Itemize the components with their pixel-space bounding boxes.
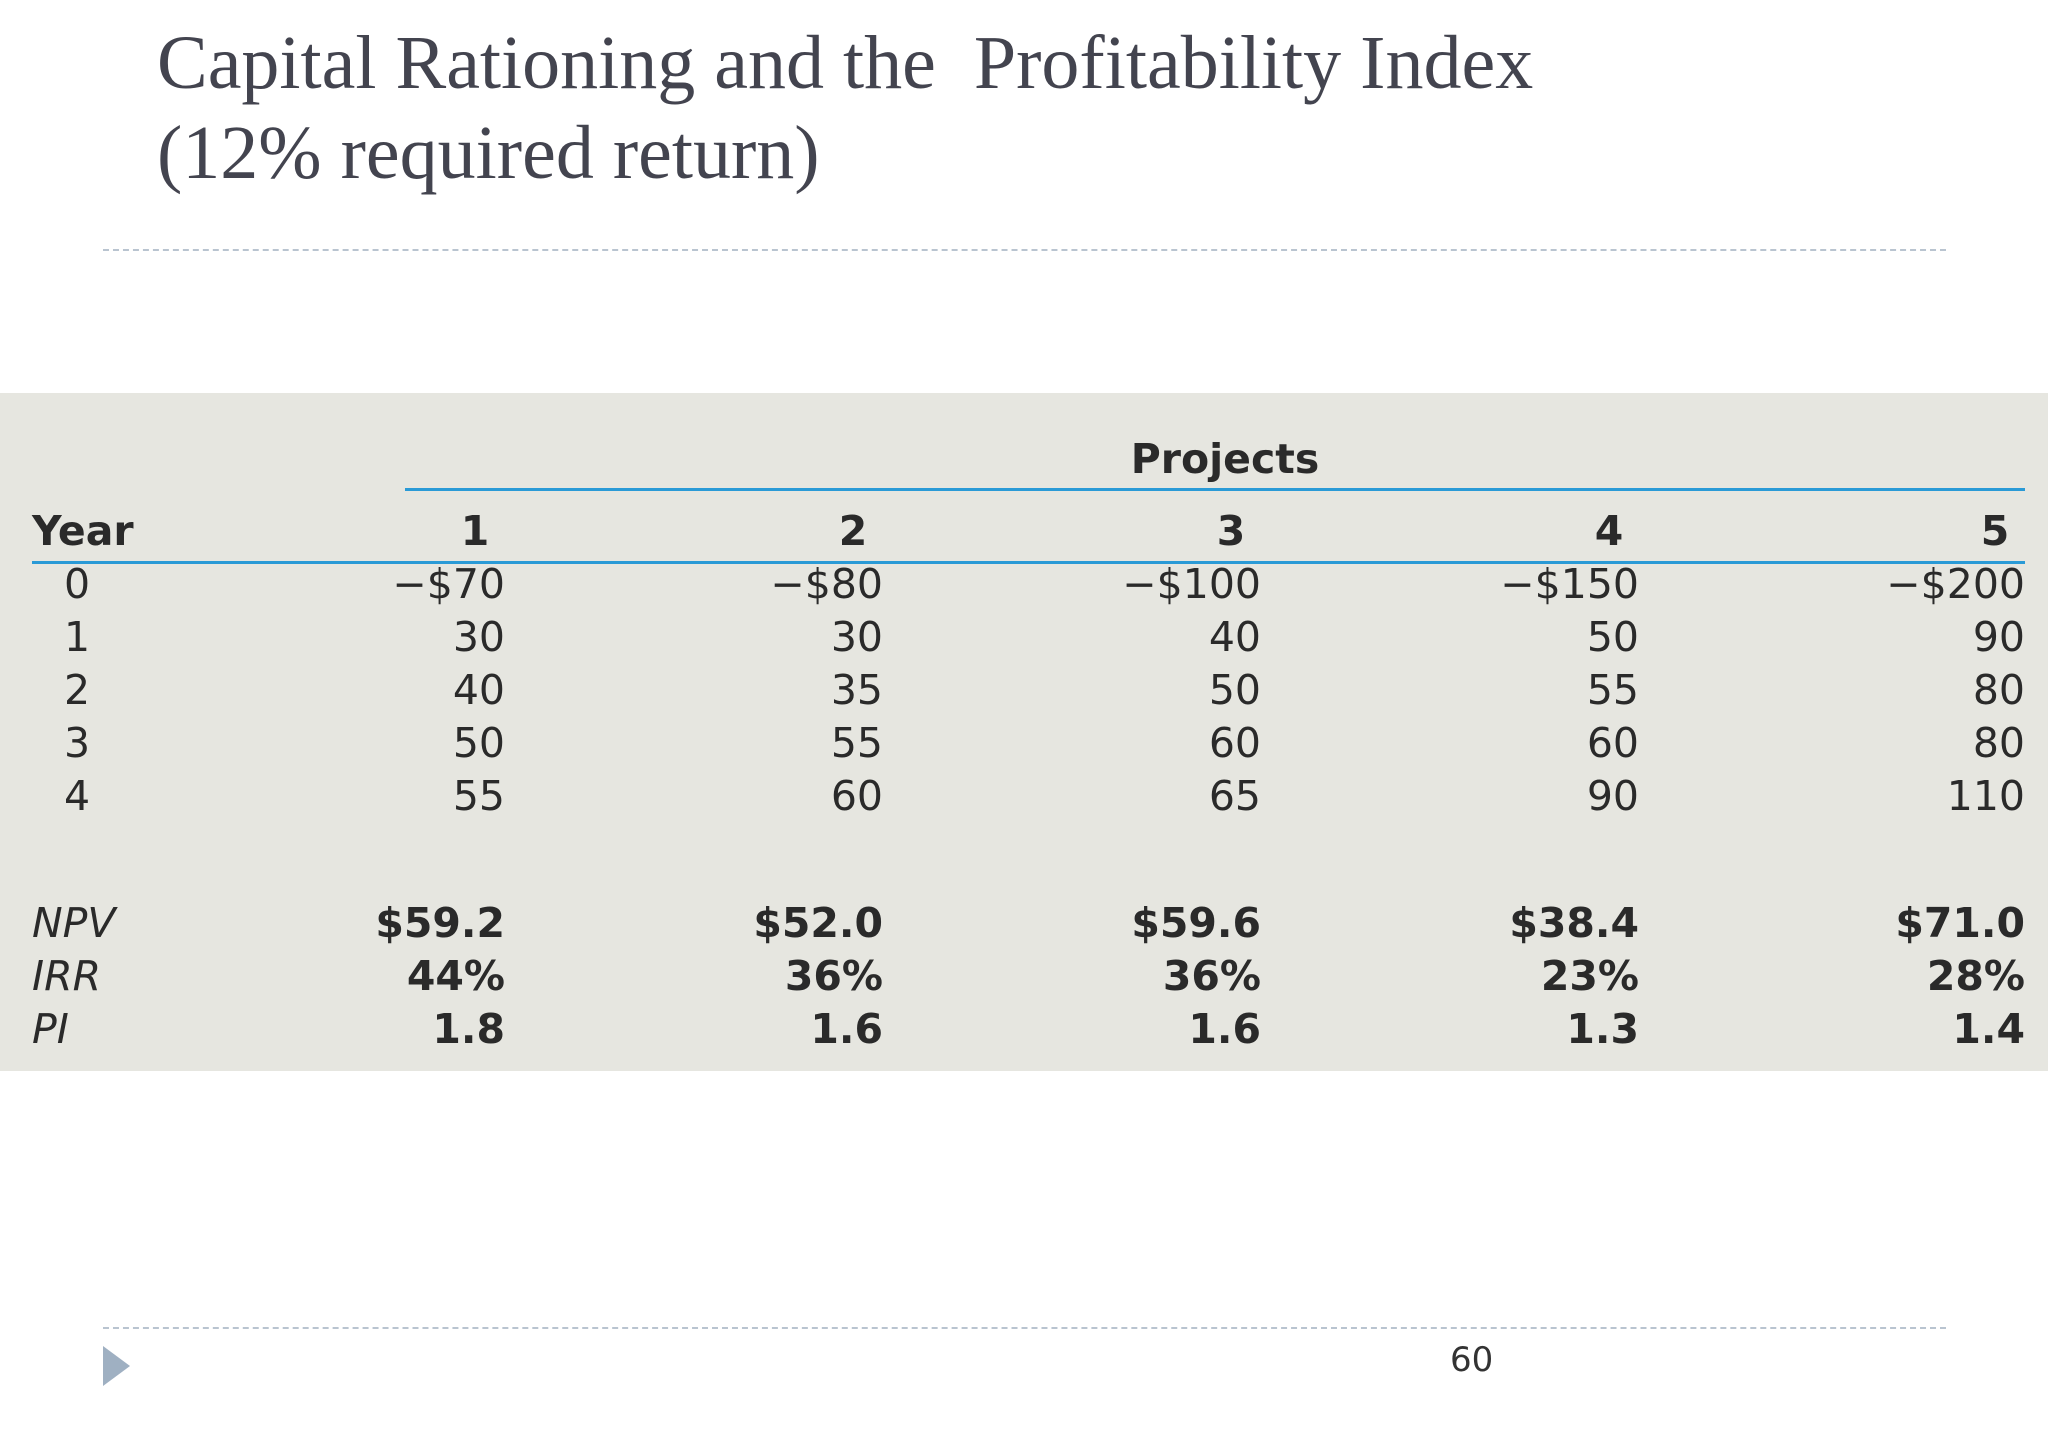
summary-cell: 1.6 xyxy=(1188,1005,1261,1053)
title-line-1: Capital Rationing and the Profitability … xyxy=(157,21,1534,105)
summary-cell: $71.0 xyxy=(1895,899,2025,947)
cash-flow-cell: −$200 xyxy=(1886,560,2025,608)
cash-flow-cell: 55 xyxy=(1586,666,1639,714)
summary-label: NPV xyxy=(32,899,116,947)
summary-label: PI xyxy=(32,1005,69,1053)
cash-flow-cell: −$80 xyxy=(770,560,883,608)
project-column-header: 5 xyxy=(1980,507,2010,555)
summary-cell: $52.0 xyxy=(753,899,883,947)
cash-flow-cell: 55 xyxy=(452,772,505,820)
cash-flow-cell: −$70 xyxy=(392,560,505,608)
cash-flow-cell: 60 xyxy=(1208,719,1261,767)
summary-cell: $59.6 xyxy=(1131,899,1261,947)
header-underline xyxy=(32,561,2025,564)
cash-flow-cell: 60 xyxy=(1586,719,1639,767)
cash-flow-cell: 65 xyxy=(1208,772,1261,820)
summary-label: IRR xyxy=(32,952,102,1000)
cash-flow-cell: 55 xyxy=(830,719,883,767)
cash-flow-cell: 90 xyxy=(1972,613,2025,661)
project-column-header: 4 xyxy=(1594,507,1624,555)
year-cell: 2 xyxy=(63,666,91,714)
project-column-header: 1 xyxy=(460,507,490,555)
play-triangle-icon xyxy=(103,1346,130,1386)
summary-cell: 1.6 xyxy=(810,1005,883,1053)
cash-flow-cell: 80 xyxy=(1972,666,2025,714)
cash-flow-cell: 90 xyxy=(1586,772,1639,820)
group-header-underline xyxy=(405,488,2025,491)
summary-cell: $38.4 xyxy=(1509,899,1639,947)
year-cell: 3 xyxy=(63,719,91,767)
bottom-divider xyxy=(103,1327,1946,1329)
year-cell: 0 xyxy=(63,560,91,608)
cash-flow-cell: 60 xyxy=(830,772,883,820)
cash-flow-cell: 30 xyxy=(830,613,883,661)
cash-flow-cell: 50 xyxy=(1208,666,1261,714)
projects-table: Projects Year 1 2 3 4 5 0 −$70 −$80 −$100 −$150 −$… xyxy=(0,393,2048,1071)
title-line-2: (12% required return) xyxy=(157,111,820,195)
cash-flow-cell: 30 xyxy=(452,613,505,661)
summary-cell: 28% xyxy=(1926,952,2025,1000)
project-column-header: 2 xyxy=(838,507,868,555)
summary-cell: 36% xyxy=(1162,952,1261,1000)
top-divider xyxy=(103,249,1946,251)
cash-flow-cell: 50 xyxy=(1586,613,1639,661)
cash-flow-cell: 40 xyxy=(452,666,505,714)
summary-cell: 1.3 xyxy=(1566,1005,1639,1053)
summary-cell: 1.8 xyxy=(432,1005,505,1053)
summary-cell: $59.2 xyxy=(375,899,505,947)
cash-flow-cell: 110 xyxy=(1946,772,2025,820)
cash-flow-cell: 50 xyxy=(452,719,505,767)
year-cell: 1 xyxy=(63,613,91,661)
cash-flow-cell: 35 xyxy=(830,666,883,714)
cash-flow-cell: −$150 xyxy=(1500,560,1639,608)
page-number: 60 xyxy=(1450,1340,1494,1380)
summary-cell: 23% xyxy=(1540,952,1639,1000)
year-cell: 4 xyxy=(63,772,91,820)
slide-title: Capital Rationing and the Profitability … xyxy=(157,18,1533,198)
project-column-header: 3 xyxy=(1216,507,1246,555)
cash-flow-cell: −$100 xyxy=(1122,560,1261,608)
summary-cell: 44% xyxy=(406,952,505,1000)
summary-cell: 36% xyxy=(784,952,883,1000)
summary-cell: 1.4 xyxy=(1952,1005,2025,1053)
projects-group-header: Projects xyxy=(1130,435,1320,483)
cash-flow-cell: 80 xyxy=(1972,719,2025,767)
year-column-header: Year xyxy=(32,507,134,555)
cash-flow-cell: 40 xyxy=(1208,613,1261,661)
